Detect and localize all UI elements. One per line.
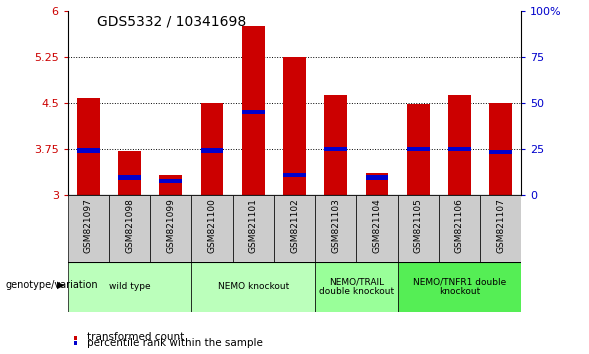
Bar: [283, 57, 306, 195]
Bar: [398, 262, 521, 312]
Bar: [118, 150, 141, 195]
Bar: [274, 195, 315, 262]
Bar: [242, 26, 264, 195]
Bar: [448, 95, 471, 195]
Bar: [77, 98, 100, 195]
Text: GSM821107: GSM821107: [496, 198, 505, 253]
Text: GSM821102: GSM821102: [290, 198, 299, 253]
Text: percentile rank within the sample: percentile rank within the sample: [87, 338, 263, 348]
Bar: [325, 147, 347, 151]
Bar: [489, 150, 512, 154]
Bar: [366, 173, 388, 195]
Bar: [398, 195, 439, 262]
Bar: [233, 195, 274, 262]
Bar: [489, 103, 512, 195]
Text: genotype/variation: genotype/variation: [6, 280, 98, 290]
Bar: [191, 262, 315, 312]
Bar: [439, 195, 480, 262]
Text: GSM821099: GSM821099: [166, 198, 176, 253]
Bar: [68, 195, 109, 262]
Text: GSM821106: GSM821106: [455, 198, 464, 253]
Bar: [325, 95, 347, 195]
Bar: [160, 175, 182, 195]
Text: NEMO/TRAIL
double knockout: NEMO/TRAIL double knockout: [319, 277, 394, 296]
Text: NEMO knockout: NEMO knockout: [218, 282, 289, 291]
Bar: [407, 104, 429, 195]
Text: GSM821100: GSM821100: [207, 198, 217, 253]
Bar: [356, 195, 398, 262]
Bar: [201, 148, 223, 153]
Bar: [68, 262, 191, 312]
Bar: [315, 262, 398, 312]
Bar: [242, 110, 264, 114]
Text: transformed count: transformed count: [87, 332, 184, 342]
Text: NEMO/TNFR1 double
knockout: NEMO/TNFR1 double knockout: [413, 277, 506, 296]
Bar: [448, 147, 471, 151]
Text: ▶: ▶: [57, 280, 65, 290]
Bar: [407, 147, 429, 151]
Bar: [366, 175, 388, 180]
Text: GSM821105: GSM821105: [413, 198, 423, 253]
Text: GSM821104: GSM821104: [372, 198, 382, 253]
Text: GSM821101: GSM821101: [249, 198, 258, 253]
Bar: [150, 195, 191, 262]
Text: GSM821103: GSM821103: [331, 198, 340, 253]
Text: GSM821097: GSM821097: [84, 198, 93, 253]
Bar: [315, 195, 356, 262]
Text: wild type: wild type: [109, 282, 150, 291]
Bar: [118, 175, 141, 180]
Text: GSM821098: GSM821098: [125, 198, 134, 253]
Bar: [109, 195, 150, 262]
Bar: [480, 195, 521, 262]
Bar: [160, 179, 182, 183]
Bar: [77, 148, 100, 153]
Bar: [201, 103, 223, 195]
Text: GDS5332 / 10341698: GDS5332 / 10341698: [97, 14, 246, 28]
Bar: [191, 195, 233, 262]
Bar: [283, 173, 306, 177]
